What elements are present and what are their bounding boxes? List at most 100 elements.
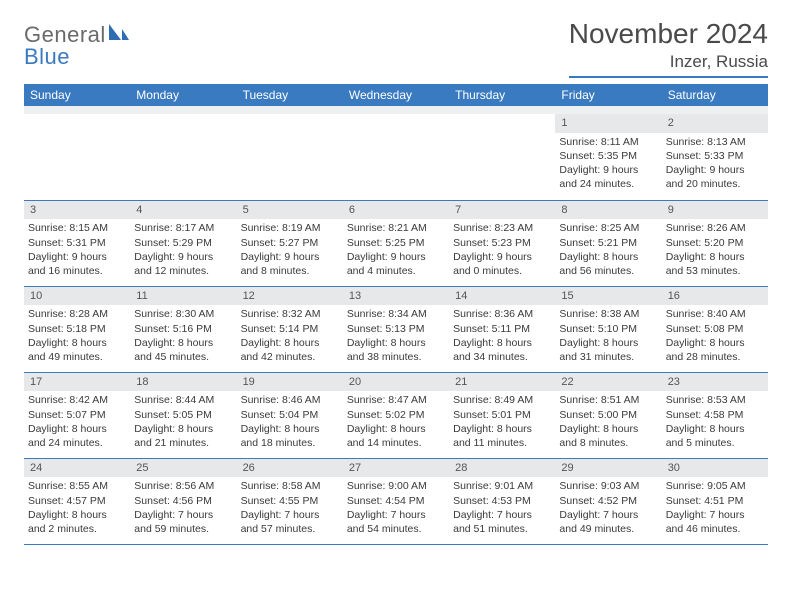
daylight-text: and 59 minutes. bbox=[134, 522, 232, 536]
sunrise-text: Sunrise: 8:26 AM bbox=[666, 221, 764, 235]
sail-icon bbox=[108, 22, 130, 47]
day-number: 29 bbox=[555, 459, 661, 478]
empty-day-cell bbox=[237, 114, 343, 200]
sunrise-text: Sunrise: 8:19 AM bbox=[241, 221, 339, 235]
daylight-text: Daylight: 8 hours bbox=[241, 422, 339, 436]
day-cell: 5Sunrise: 8:19 AMSunset: 5:27 PMDaylight… bbox=[237, 200, 343, 286]
daylight-text: Daylight: 9 hours bbox=[28, 250, 126, 264]
empty-day-cell bbox=[449, 114, 555, 200]
sunrise-text: Sunrise: 8:46 AM bbox=[241, 393, 339, 407]
empty-day-cell bbox=[343, 114, 449, 200]
sunrise-text: Sunrise: 8:47 AM bbox=[347, 393, 445, 407]
daylight-text: Daylight: 8 hours bbox=[241, 336, 339, 350]
daylight-text: and 56 minutes. bbox=[559, 264, 657, 278]
sunset-text: Sunset: 4:53 PM bbox=[453, 494, 551, 508]
day-cell: 27Sunrise: 9:00 AMSunset: 4:54 PMDayligh… bbox=[343, 458, 449, 544]
day-number: 30 bbox=[662, 459, 768, 478]
sunset-text: Sunset: 5:10 PM bbox=[559, 322, 657, 336]
daylight-text: Daylight: 8 hours bbox=[666, 422, 764, 436]
day-cell: 1Sunrise: 8:11 AMSunset: 5:35 PMDaylight… bbox=[555, 114, 661, 200]
daylight-text: Daylight: 7 hours bbox=[666, 508, 764, 522]
weekday-header: Tuesday bbox=[237, 84, 343, 106]
daylight-text: and 38 minutes. bbox=[347, 350, 445, 364]
daylight-text: Daylight: 9 hours bbox=[666, 163, 764, 177]
daylight-text: and 45 minutes. bbox=[134, 350, 232, 364]
daylight-text: Daylight: 9 hours bbox=[559, 163, 657, 177]
calendar-week-row: 3Sunrise: 8:15 AMSunset: 5:31 PMDaylight… bbox=[24, 200, 768, 286]
sunset-text: Sunset: 5:21 PM bbox=[559, 236, 657, 250]
daylight-text: and 18 minutes. bbox=[241, 436, 339, 450]
day-cell: 19Sunrise: 8:46 AMSunset: 5:04 PMDayligh… bbox=[237, 372, 343, 458]
daylight-text: Daylight: 9 hours bbox=[453, 250, 551, 264]
daylight-text: Daylight: 8 hours bbox=[559, 250, 657, 264]
calendar-body: 1Sunrise: 8:11 AMSunset: 5:35 PMDaylight… bbox=[24, 114, 768, 544]
day-cell: 11Sunrise: 8:30 AMSunset: 5:16 PMDayligh… bbox=[130, 286, 236, 372]
day-cell: 21Sunrise: 8:49 AMSunset: 5:01 PMDayligh… bbox=[449, 372, 555, 458]
day-cell: 29Sunrise: 9:03 AMSunset: 4:52 PMDayligh… bbox=[555, 458, 661, 544]
sunset-text: Sunset: 4:54 PM bbox=[347, 494, 445, 508]
day-cell: 15Sunrise: 8:38 AMSunset: 5:10 PMDayligh… bbox=[555, 286, 661, 372]
sunset-text: Sunset: 5:07 PM bbox=[28, 408, 126, 422]
weekday-header: Thursday bbox=[449, 84, 555, 106]
daylight-text: Daylight: 8 hours bbox=[134, 422, 232, 436]
daylight-text: Daylight: 8 hours bbox=[559, 336, 657, 350]
title-block: November 2024 Inzer, Russia bbox=[569, 18, 768, 78]
sunrise-text: Sunrise: 8:21 AM bbox=[347, 221, 445, 235]
sunset-text: Sunset: 5:14 PM bbox=[241, 322, 339, 336]
sunset-text: Sunset: 5:16 PM bbox=[134, 322, 232, 336]
day-number: 28 bbox=[449, 459, 555, 478]
day-number: 7 bbox=[449, 201, 555, 220]
daylight-text: Daylight: 7 hours bbox=[559, 508, 657, 522]
daylight-text: and 24 minutes. bbox=[559, 177, 657, 191]
sunrise-text: Sunrise: 8:28 AM bbox=[28, 307, 126, 321]
daylight-text: and 21 minutes. bbox=[134, 436, 232, 450]
day-cell: 12Sunrise: 8:32 AMSunset: 5:14 PMDayligh… bbox=[237, 286, 343, 372]
day-cell: 7Sunrise: 8:23 AMSunset: 5:23 PMDaylight… bbox=[449, 200, 555, 286]
day-number: 5 bbox=[237, 201, 343, 220]
daylight-text: Daylight: 8 hours bbox=[28, 422, 126, 436]
sunset-text: Sunset: 5:13 PM bbox=[347, 322, 445, 336]
day-number: 4 bbox=[130, 201, 236, 220]
day-number: 12 bbox=[237, 287, 343, 306]
daylight-text: Daylight: 8 hours bbox=[453, 336, 551, 350]
empty-day-cell bbox=[130, 114, 236, 200]
daylight-text: and 53 minutes. bbox=[666, 264, 764, 278]
day-cell: 13Sunrise: 8:34 AMSunset: 5:13 PMDayligh… bbox=[343, 286, 449, 372]
daylight-text: Daylight: 8 hours bbox=[28, 508, 126, 522]
daylight-text: Daylight: 7 hours bbox=[453, 508, 551, 522]
daylight-text: Daylight: 8 hours bbox=[347, 422, 445, 436]
day-cell: 8Sunrise: 8:25 AMSunset: 5:21 PMDaylight… bbox=[555, 200, 661, 286]
daylight-text: Daylight: 7 hours bbox=[134, 508, 232, 522]
sunrise-text: Sunrise: 8:55 AM bbox=[28, 479, 126, 493]
weekday-header: Sunday bbox=[24, 84, 130, 106]
daylight-text: and 42 minutes. bbox=[241, 350, 339, 364]
sunrise-text: Sunrise: 8:36 AM bbox=[453, 307, 551, 321]
calendar-week-row: 24Sunrise: 8:55 AMSunset: 4:57 PMDayligh… bbox=[24, 458, 768, 544]
daylight-text: and 31 minutes. bbox=[559, 350, 657, 364]
location-label: Inzer, Russia bbox=[569, 52, 768, 78]
day-number: 23 bbox=[662, 373, 768, 392]
sunrise-text: Sunrise: 8:17 AM bbox=[134, 221, 232, 235]
daylight-text: and 5 minutes. bbox=[666, 436, 764, 450]
sunrise-text: Sunrise: 9:00 AM bbox=[347, 479, 445, 493]
sunrise-text: Sunrise: 8:44 AM bbox=[134, 393, 232, 407]
sunrise-text: Sunrise: 8:15 AM bbox=[28, 221, 126, 235]
day-number: 22 bbox=[555, 373, 661, 392]
day-number: 25 bbox=[130, 459, 236, 478]
day-number: 18 bbox=[130, 373, 236, 392]
sunrise-text: Sunrise: 8:13 AM bbox=[666, 135, 764, 149]
daylight-text: and 28 minutes. bbox=[666, 350, 764, 364]
day-number: 20 bbox=[343, 373, 449, 392]
sunset-text: Sunset: 5:23 PM bbox=[453, 236, 551, 250]
day-number: 21 bbox=[449, 373, 555, 392]
daylight-text: Daylight: 8 hours bbox=[347, 336, 445, 350]
daylight-text: Daylight: 7 hours bbox=[347, 508, 445, 522]
weekday-header: Friday bbox=[555, 84, 661, 106]
weekday-header: Monday bbox=[130, 84, 236, 106]
calendar-week-row: 17Sunrise: 8:42 AMSunset: 5:07 PMDayligh… bbox=[24, 372, 768, 458]
sunrise-text: Sunrise: 9:03 AM bbox=[559, 479, 657, 493]
day-number: 15 bbox=[555, 287, 661, 306]
day-number: 9 bbox=[662, 201, 768, 220]
day-number: 3 bbox=[24, 201, 130, 220]
daylight-text: Daylight: 9 hours bbox=[134, 250, 232, 264]
